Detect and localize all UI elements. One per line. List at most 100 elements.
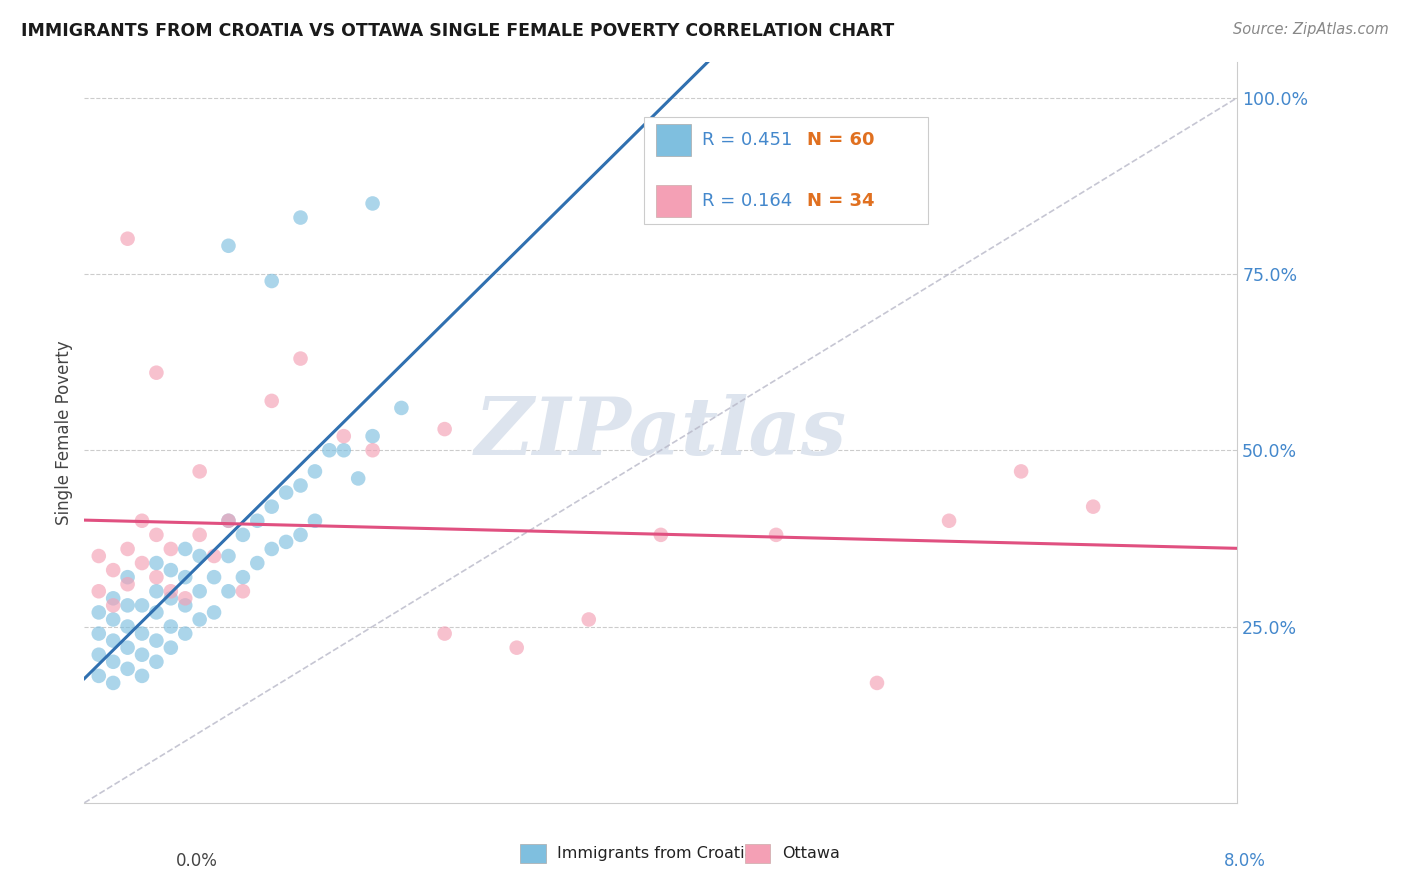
Point	[276, 485, 298, 500]
Text: Ottawa: Ottawa	[782, 847, 839, 861]
Point	[318, 443, 340, 458]
Point	[188, 464, 211, 478]
Point	[347, 471, 370, 485]
Point	[433, 626, 456, 640]
Point	[361, 429, 384, 443]
Point	[145, 655, 167, 669]
Point	[160, 584, 183, 599]
Text: N = 60: N = 60	[807, 131, 875, 149]
Point	[202, 606, 225, 620]
Point	[145, 606, 167, 620]
Point	[938, 514, 960, 528]
Point	[117, 662, 139, 676]
Point	[1010, 464, 1032, 478]
Point	[117, 599, 139, 613]
Point	[260, 274, 283, 288]
Point	[160, 640, 183, 655]
Point	[174, 626, 197, 640]
Point	[117, 570, 139, 584]
Point	[260, 500, 283, 514]
Point	[160, 563, 183, 577]
Point	[333, 443, 356, 458]
Point	[650, 528, 672, 542]
Text: ZIPatlas: ZIPatlas	[475, 394, 846, 471]
Point	[160, 591, 183, 606]
Point	[103, 591, 124, 606]
Point	[103, 676, 124, 690]
Point	[117, 619, 139, 633]
Point	[188, 549, 211, 563]
Point	[87, 626, 110, 640]
Text: Immigrants from Croatia: Immigrants from Croatia	[557, 847, 754, 861]
Point	[290, 528, 312, 542]
Text: Source: ZipAtlas.com: Source: ZipAtlas.com	[1233, 22, 1389, 37]
Point	[188, 612, 211, 626]
Point	[117, 640, 139, 655]
Point	[131, 626, 153, 640]
Point	[260, 393, 283, 408]
Point	[160, 541, 183, 556]
Point	[117, 232, 139, 246]
Point	[361, 196, 384, 211]
Point	[131, 514, 153, 528]
Point	[218, 584, 240, 599]
Point	[218, 549, 240, 563]
Point	[188, 584, 211, 599]
Point	[117, 541, 139, 556]
Point	[361, 443, 384, 458]
Point	[145, 556, 167, 570]
Point	[304, 464, 326, 478]
Point	[103, 633, 124, 648]
Point	[202, 549, 225, 563]
Text: N = 34: N = 34	[807, 192, 875, 210]
Point	[765, 528, 787, 542]
Point	[145, 584, 167, 599]
Point	[174, 591, 197, 606]
Point	[1083, 500, 1105, 514]
Point	[174, 570, 197, 584]
Point	[145, 366, 167, 380]
Point	[260, 541, 283, 556]
Text: 8.0%: 8.0%	[1223, 852, 1265, 870]
Point	[218, 514, 240, 528]
Text: IMMIGRANTS FROM CROATIA VS OTTAWA SINGLE FEMALE POVERTY CORRELATION CHART: IMMIGRANTS FROM CROATIA VS OTTAWA SINGLE…	[21, 22, 894, 40]
Point	[276, 535, 298, 549]
Point	[246, 514, 269, 528]
Point	[578, 612, 600, 626]
Point	[145, 528, 167, 542]
Y-axis label: Single Female Poverty: Single Female Poverty	[55, 341, 73, 524]
Text: R = 0.451: R = 0.451	[702, 131, 793, 149]
Point	[131, 556, 153, 570]
Point	[103, 655, 124, 669]
Point	[145, 570, 167, 584]
Point	[131, 648, 153, 662]
Point	[290, 211, 312, 225]
Point	[87, 584, 110, 599]
Point	[145, 633, 167, 648]
Point	[232, 528, 254, 542]
Point	[117, 577, 139, 591]
Text: R = 0.164: R = 0.164	[702, 192, 792, 210]
Text: 0.0%: 0.0%	[176, 852, 218, 870]
Point	[218, 514, 240, 528]
Point	[290, 351, 312, 366]
Point	[232, 570, 254, 584]
Point	[333, 429, 356, 443]
Point	[87, 669, 110, 683]
Point	[87, 606, 110, 620]
Point	[174, 599, 197, 613]
Point	[131, 669, 153, 683]
Point	[87, 549, 110, 563]
Point	[103, 599, 124, 613]
Point	[232, 584, 254, 599]
Point	[290, 478, 312, 492]
Point	[246, 556, 269, 570]
Point	[218, 239, 240, 253]
Point	[304, 514, 326, 528]
Point	[188, 528, 211, 542]
Point	[131, 599, 153, 613]
Point	[433, 422, 456, 436]
Point	[391, 401, 413, 415]
Point	[103, 563, 124, 577]
Point	[866, 676, 889, 690]
